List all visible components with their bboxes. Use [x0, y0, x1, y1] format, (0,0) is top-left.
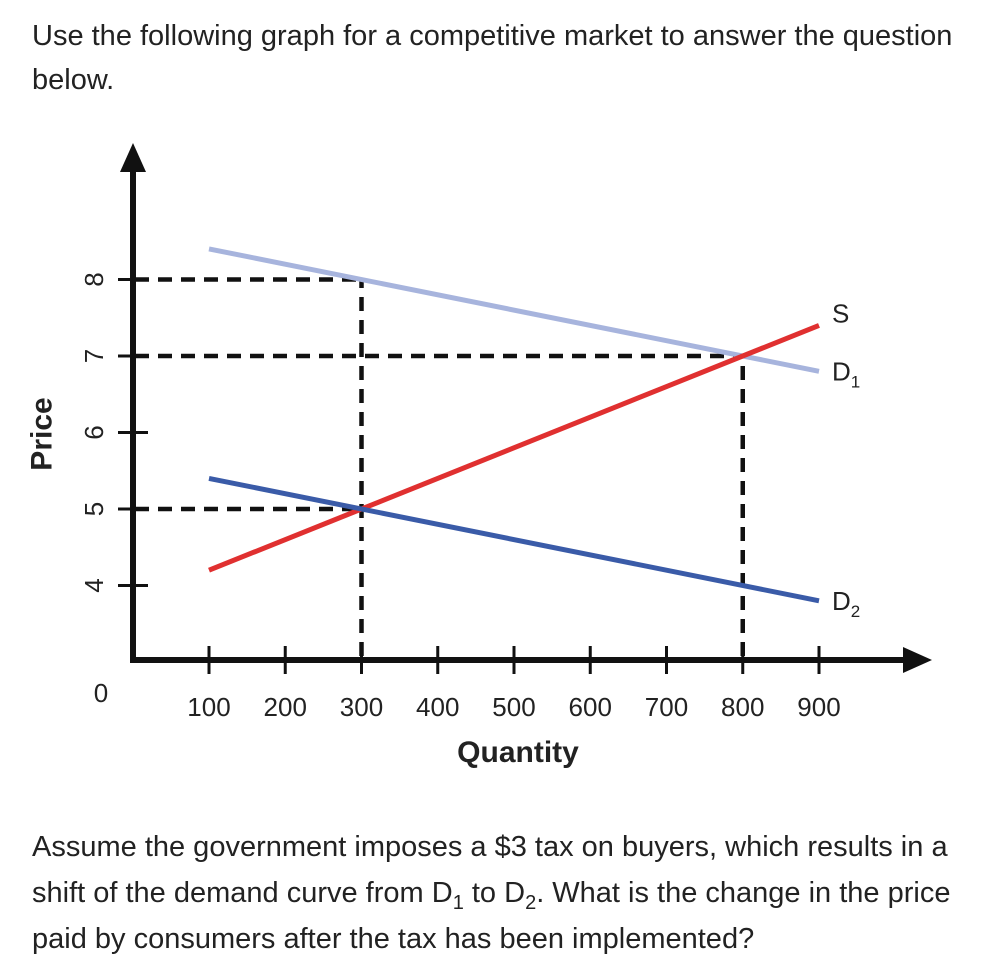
- curve-label-d1: D1: [832, 356, 860, 391]
- x-tick-label-400: 400: [416, 692, 459, 722]
- question-part2: to D: [463, 877, 526, 909]
- question-part3: . What is the change in the price paid b…: [32, 877, 951, 955]
- x-axis-arrow: [903, 647, 932, 673]
- x-tick-label-900: 900: [797, 692, 840, 722]
- y-tick-label-6: 6: [79, 425, 109, 439]
- axes: [120, 143, 932, 673]
- x-tick-label-500: 500: [492, 692, 535, 722]
- y-tick-label-8: 8: [79, 272, 109, 286]
- x-tick-label-700: 700: [645, 692, 688, 722]
- x-tick-label-600: 600: [569, 692, 612, 722]
- origin-label: 0: [94, 678, 108, 708]
- curve-label-s: S: [832, 298, 849, 328]
- question-sub2: 2: [525, 892, 537, 914]
- x-tick-label-800: 800: [721, 692, 764, 722]
- x-tick-label-100: 100: [187, 692, 230, 722]
- labels: Quantity Price D1 S D2: [26, 298, 861, 769]
- y-axis-title: Price: [26, 397, 59, 470]
- curves: [208, 246, 820, 604]
- x-tick-label-300: 300: [340, 692, 383, 722]
- curve-d2: [208, 475, 820, 604]
- ticks: 4 5 6 7 8 100 200 300 400 500 600 700 800 900 0: [79, 272, 841, 722]
- x-axis-title: Quantity: [457, 736, 579, 769]
- curve-d1: [208, 246, 820, 374]
- y-axis-arrow: [120, 143, 146, 172]
- y-tick-label-4: 4: [79, 578, 109, 592]
- y-tick-label-7: 7: [79, 349, 109, 363]
- question-part1: Assume the government imposes a $3 tax o…: [32, 831, 948, 909]
- intro-text: Use the following graph for a competitiv…: [32, 20, 953, 96]
- guide-lines: [135, 277, 745, 656]
- supply-demand-chart: 4 5 6 7 8 100 200 300 400 500 600 700 800 900 0 Quanti…: [26, 143, 932, 769]
- y-tick-label-5: 5: [79, 502, 109, 516]
- x-tick-label-200: 200: [264, 692, 307, 722]
- question-text: Assume the government imposes a $3 tax o…: [32, 824, 982, 962]
- curve-s: [208, 323, 820, 573]
- curve-label-d2: D2: [832, 586, 860, 621]
- question-sub1: 1: [452, 892, 464, 914]
